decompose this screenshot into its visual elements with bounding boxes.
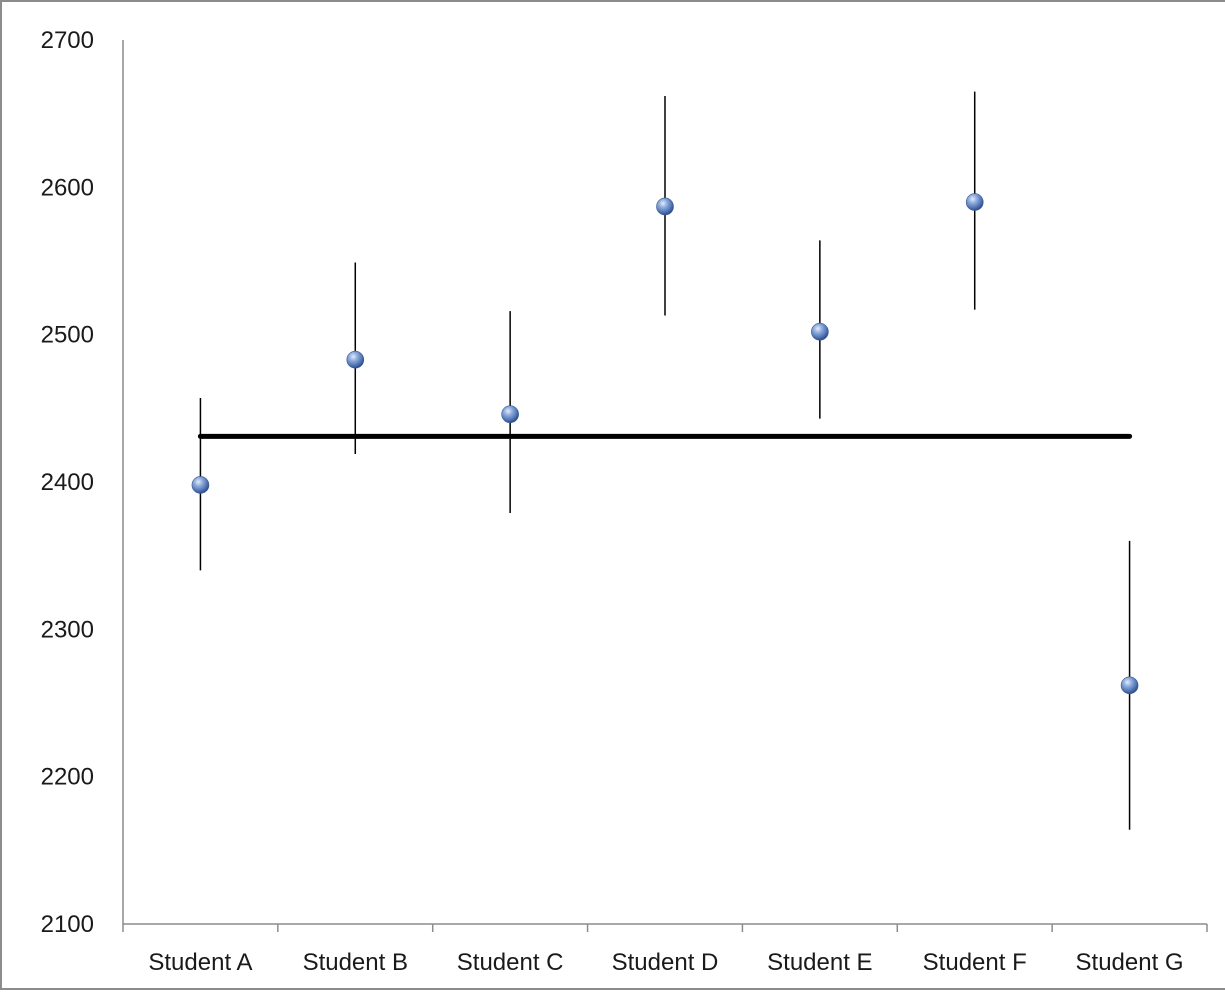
y-tick-label: 2400	[41, 469, 94, 496]
axes: 2100 2200 2300 2400 2500 2600 2700 Student A Stu…	[41, 27, 1208, 976]
data-point	[656, 197, 674, 216]
data-point	[811, 322, 829, 341]
x-tick-label: Student B	[303, 949, 408, 976]
x-tick-label: Student C	[457, 949, 564, 976]
y-tick-label: 2200	[41, 764, 94, 791]
data-point	[965, 193, 984, 211]
x-tick-label: Student E	[767, 949, 872, 976]
data-point	[191, 476, 210, 494]
data-point	[346, 350, 365, 369]
y-tick-label: 2500	[41, 322, 94, 349]
x-tick-label: Student A	[148, 949, 252, 976]
y-tick-label: 2700	[41, 27, 94, 54]
y-tick-label: 2300	[41, 616, 94, 643]
x-tick-label: Student D	[612, 949, 719, 976]
x-tick-label: Student F	[923, 949, 1027, 976]
data-point	[1120, 676, 1139, 695]
x-tick-label: Student G	[1076, 949, 1184, 976]
plot-area	[191, 91, 1139, 830]
y-tick-label: 2600	[41, 174, 94, 201]
data-point	[501, 405, 519, 424]
y-tick-label: 2100	[41, 911, 94, 938]
